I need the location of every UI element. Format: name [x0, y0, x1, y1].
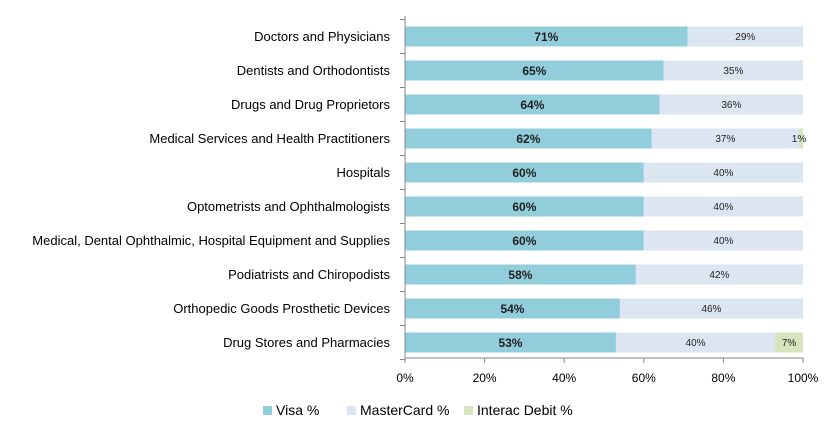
- data-label: 60%: [512, 166, 536, 180]
- data-label: 40%: [686, 338, 706, 349]
- legend-swatch: [347, 406, 356, 415]
- bar-segment: [799, 128, 803, 149]
- data-label: 54%: [500, 302, 524, 316]
- bar-segment: [643, 162, 803, 183]
- data-label: 40%: [713, 168, 733, 179]
- data-label: 36%: [721, 100, 741, 111]
- bar-segment: [405, 298, 620, 319]
- data-label: 42%: [709, 270, 729, 281]
- legend: Visa % MasterCard % Interac Debit %: [263, 402, 573, 418]
- category-label: Medical Services and Health Practitioner…: [149, 131, 390, 146]
- bar-segment: [405, 230, 644, 251]
- category-label: Podiatrists and Chiropodists: [228, 267, 390, 282]
- category-label: Hospitals: [337, 165, 391, 180]
- x-tick-label: 0%: [396, 371, 414, 385]
- category-label: Doctors and Physicians: [254, 29, 390, 44]
- legend-swatch: [464, 406, 473, 415]
- x-tick-label: 40%: [552, 371, 576, 385]
- data-label: 40%: [713, 236, 733, 247]
- data-label: 40%: [713, 202, 733, 213]
- category-label: Dentists and Orthodontists: [237, 63, 391, 78]
- x-tick-label: 20%: [473, 371, 497, 385]
- bar-segment: [405, 264, 636, 285]
- data-label: 60%: [512, 200, 536, 214]
- data-label: 58%: [508, 268, 532, 282]
- value-labels-layer: 71% 29% 65% 35% 64% 36% 62% 37% 1% 60% 40% 60% 40% 60…: [498, 30, 806, 350]
- bar-segment: [775, 332, 803, 353]
- data-label: 65%: [522, 64, 546, 78]
- x-tick-label: 60%: [632, 371, 656, 385]
- bar-segment: [619, 298, 803, 319]
- data-label: 46%: [701, 304, 721, 315]
- category-label: Drugs and Drug Proprietors: [231, 97, 390, 112]
- bar-segment: [405, 94, 660, 115]
- category-label: Medical, Dental Ophthalmic, Hospital Equ…: [32, 233, 390, 248]
- bar-segment: [687, 26, 803, 47]
- bar-segment: [615, 332, 776, 353]
- x-tick-label: 100%: [788, 371, 819, 385]
- bar-segment: [405, 26, 688, 47]
- legend-label: MasterCard %: [360, 402, 449, 418]
- bar-segment: [405, 60, 664, 81]
- category-label: Optometrists and Ophthalmologists: [187, 199, 391, 214]
- legend-label: Visa %: [276, 402, 319, 418]
- category-label: Orthopedic Goods Prosthetic Devices: [173, 301, 390, 316]
- bar-segment: [405, 196, 644, 217]
- bar-segment: [405, 162, 644, 183]
- data-label: 1%: [792, 134, 807, 145]
- category-labels-layer: Doctors and Physicians Dentists and Ortho…: [32, 29, 390, 350]
- bars-layer: [405, 26, 803, 353]
- data-label: 60%: [512, 234, 536, 248]
- data-label: 7%: [782, 338, 797, 349]
- data-label: 62%: [516, 132, 540, 146]
- bar-segment: [643, 230, 803, 251]
- bar-segment: [635, 264, 803, 285]
- data-label: 71%: [534, 30, 558, 44]
- x-tick-label: 80%: [711, 371, 735, 385]
- bar-segment: [659, 94, 803, 115]
- data-label: 29%: [735, 32, 755, 43]
- legend-label: Interac Debit %: [477, 402, 573, 418]
- data-label: 37%: [715, 134, 735, 145]
- axis-layer: 0% 20% 40% 60% 80% 100%: [396, 16, 819, 385]
- data-label: 64%: [520, 98, 544, 112]
- bar-segment: [651, 128, 800, 149]
- bar-segment: [405, 128, 652, 149]
- category-label: Drug Stores and Pharmacies: [223, 335, 390, 350]
- bar-segment: [405, 332, 616, 353]
- data-label: 35%: [723, 66, 743, 77]
- bar-segment: [663, 60, 803, 81]
- data-label: 53%: [498, 336, 522, 350]
- legend-swatch: [263, 406, 272, 415]
- bar-segment: [643, 196, 803, 217]
